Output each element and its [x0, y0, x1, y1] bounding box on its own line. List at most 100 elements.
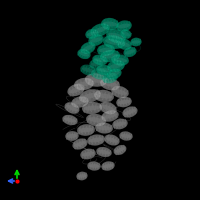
Ellipse shape [78, 174, 86, 178]
Ellipse shape [89, 164, 99, 168]
Ellipse shape [101, 161, 115, 171]
Ellipse shape [77, 172, 87, 180]
Ellipse shape [102, 53, 118, 59]
Ellipse shape [74, 141, 86, 147]
Ellipse shape [81, 93, 99, 99]
Ellipse shape [102, 73, 118, 83]
Ellipse shape [88, 117, 104, 123]
Ellipse shape [118, 41, 130, 47]
Ellipse shape [105, 39, 123, 45]
Ellipse shape [113, 58, 127, 62]
Ellipse shape [103, 164, 113, 168]
Ellipse shape [114, 145, 126, 155]
Ellipse shape [88, 34, 104, 46]
Ellipse shape [99, 48, 113, 52]
Ellipse shape [73, 99, 87, 105]
Ellipse shape [121, 134, 131, 138]
Ellipse shape [94, 90, 114, 102]
Ellipse shape [76, 81, 92, 87]
Ellipse shape [113, 89, 127, 95]
Ellipse shape [79, 128, 93, 132]
Ellipse shape [108, 33, 124, 39]
Ellipse shape [125, 50, 135, 54]
Ellipse shape [106, 29, 126, 43]
Ellipse shape [112, 119, 128, 129]
Ellipse shape [68, 84, 84, 96]
Ellipse shape [116, 97, 132, 107]
Ellipse shape [98, 150, 110, 154]
Ellipse shape [79, 89, 101, 103]
Ellipse shape [121, 29, 131, 39]
Ellipse shape [82, 152, 94, 156]
Ellipse shape [66, 105, 78, 111]
Ellipse shape [97, 126, 111, 130]
Ellipse shape [119, 131, 133, 141]
Ellipse shape [78, 49, 90, 59]
Ellipse shape [111, 86, 129, 98]
Ellipse shape [107, 69, 121, 79]
Ellipse shape [95, 123, 113, 133]
Ellipse shape [81, 42, 95, 54]
Ellipse shape [90, 23, 110, 37]
Ellipse shape [103, 22, 117, 26]
Ellipse shape [102, 81, 118, 87]
Ellipse shape [85, 73, 107, 87]
Ellipse shape [111, 55, 129, 65]
Ellipse shape [65, 102, 79, 114]
Ellipse shape [131, 38, 141, 46]
Ellipse shape [114, 122, 126, 126]
Ellipse shape [89, 138, 103, 142]
Ellipse shape [82, 102, 102, 114]
Ellipse shape [69, 87, 83, 93]
Ellipse shape [89, 59, 103, 69]
Ellipse shape [71, 96, 89, 108]
Ellipse shape [94, 58, 106, 62]
Ellipse shape [124, 109, 136, 115]
Ellipse shape [65, 131, 79, 141]
Ellipse shape [107, 60, 125, 72]
Ellipse shape [91, 62, 101, 66]
Ellipse shape [80, 149, 96, 159]
Ellipse shape [64, 118, 76, 122]
Ellipse shape [86, 114, 106, 126]
Ellipse shape [96, 65, 112, 75]
Ellipse shape [92, 26, 108, 34]
Ellipse shape [115, 147, 125, 153]
Ellipse shape [84, 106, 100, 110]
Ellipse shape [80, 65, 96, 75]
Ellipse shape [98, 68, 110, 72]
Ellipse shape [122, 31, 130, 37]
Ellipse shape [103, 35, 125, 49]
Ellipse shape [87, 161, 101, 171]
Ellipse shape [96, 147, 112, 157]
Ellipse shape [109, 63, 123, 69]
Ellipse shape [106, 137, 118, 143]
Ellipse shape [118, 24, 130, 28]
Ellipse shape [100, 50, 120, 62]
Ellipse shape [104, 76, 116, 80]
Ellipse shape [103, 113, 117, 119]
Ellipse shape [87, 135, 105, 145]
Ellipse shape [82, 45, 94, 51]
Ellipse shape [100, 102, 116, 114]
Ellipse shape [82, 67, 94, 73]
Ellipse shape [123, 107, 137, 117]
Ellipse shape [91, 69, 109, 79]
Ellipse shape [105, 135, 119, 145]
Ellipse shape [87, 32, 97, 36]
Ellipse shape [67, 134, 77, 138]
Ellipse shape [77, 124, 95, 136]
Ellipse shape [108, 71, 120, 77]
Ellipse shape [100, 78, 120, 90]
Ellipse shape [85, 29, 99, 39]
Ellipse shape [73, 139, 87, 149]
Ellipse shape [92, 55, 108, 65]
Ellipse shape [87, 77, 105, 83]
Ellipse shape [93, 72, 107, 76]
Ellipse shape [117, 38, 131, 50]
Ellipse shape [116, 21, 132, 31]
Ellipse shape [90, 37, 102, 43]
Ellipse shape [62, 115, 78, 125]
Ellipse shape [124, 47, 136, 57]
Ellipse shape [101, 110, 119, 122]
